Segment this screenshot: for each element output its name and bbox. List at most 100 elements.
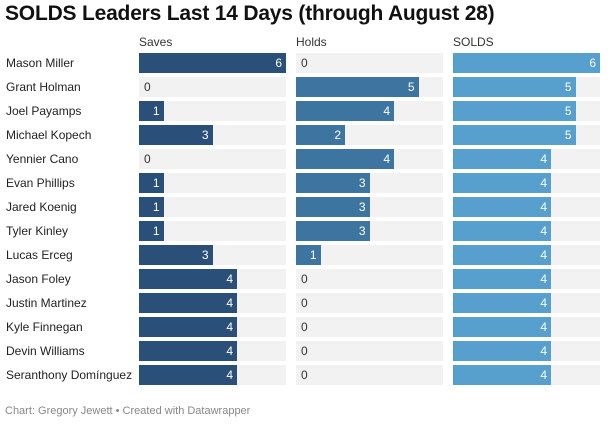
bar-solds <box>453 125 576 145</box>
value-label: 4 <box>226 296 233 310</box>
bar-track: 1 <box>139 221 286 241</box>
bar-holds <box>296 197 370 217</box>
player-name: Seranthony Domínguez <box>6 368 133 382</box>
bar-track: 0 <box>296 341 443 361</box>
value-label: 4 <box>226 344 233 358</box>
value-label: 4 <box>540 296 547 310</box>
bar-saves <box>139 245 213 265</box>
bar-track: 3 <box>296 197 443 217</box>
bar-solds <box>453 365 551 385</box>
bar-track: 4 <box>453 365 600 385</box>
bar-holds <box>296 245 321 265</box>
bar-track: 4 <box>139 317 286 337</box>
value-label: 0 <box>301 56 308 70</box>
chart-footer: Chart: Gregory Jewett • Created with Dat… <box>5 405 251 417</box>
player-name: Evan Phillips <box>6 176 75 190</box>
player-name: Justin Martinez <box>6 296 87 310</box>
player-name: Mason Miller <box>6 56 75 70</box>
bar-saves <box>139 221 164 241</box>
player-name: Michael Kopech <box>6 128 92 142</box>
value-label: 0 <box>301 344 308 358</box>
bar-track: 3 <box>296 173 443 193</box>
table-row: Jared Koenig 1 3 4 <box>0 197 611 217</box>
bar-solds <box>453 317 551 337</box>
column-header-solds: SOLDS <box>453 35 494 49</box>
bar-solds <box>453 341 551 361</box>
value-label: 4 <box>383 104 390 118</box>
bar-track: 5 <box>296 77 443 97</box>
bar-holds <box>296 173 370 193</box>
value-label: 1 <box>309 248 317 262</box>
bar-track: 1 <box>139 101 286 121</box>
value-label: 4 <box>540 368 547 382</box>
table-row: Jason Foley 4 0 4 <box>0 269 611 289</box>
table-row: Evan Phillips 1 3 4 <box>0 173 611 193</box>
value-label: 4 <box>540 320 547 334</box>
bar-solds <box>453 245 551 265</box>
value-label: 4 <box>540 344 547 358</box>
player-name: Joel Payamps <box>6 104 82 118</box>
bar-holds <box>296 101 394 121</box>
bar-saves <box>139 125 213 145</box>
value-label: 3 <box>201 128 209 142</box>
bar-track: 2 <box>296 125 443 145</box>
bar-solds <box>453 77 576 97</box>
bar-holds <box>296 149 394 169</box>
bar-solds <box>453 173 551 193</box>
table-row: Tyler Kinley 1 3 4 <box>0 221 611 241</box>
bar-solds <box>453 149 551 169</box>
value-label: 1 <box>152 176 160 190</box>
value-label: 4 <box>226 272 233 286</box>
bar-solds <box>453 221 551 241</box>
table-row: Michael Kopech 3 2 5 <box>0 125 611 145</box>
player-name: Devin Williams <box>6 344 85 358</box>
bar-solds <box>453 53 600 73</box>
value-label: 6 <box>589 56 596 70</box>
value-label: 6 <box>275 56 282 70</box>
value-label: 0 <box>144 80 151 94</box>
value-label: 0 <box>144 152 151 166</box>
player-name: Grant Holman <box>6 80 81 94</box>
player-name: Jason Foley <box>6 272 71 286</box>
bar-track: 0 <box>139 149 286 169</box>
bar-track: 6 <box>139 53 286 73</box>
value-label: 3 <box>201 248 209 262</box>
table-row: Joel Payamps 1 4 5 <box>0 101 611 121</box>
bar-track: 6 <box>453 53 600 73</box>
bar-track: 0 <box>296 269 443 289</box>
bar-track: 4 <box>139 365 286 385</box>
value-label: 5 <box>564 80 572 94</box>
value-label: 4 <box>383 152 390 166</box>
player-name: Yennier Cano <box>6 152 79 166</box>
bar-track: 0 <box>139 77 286 97</box>
bar-track: 3 <box>139 125 286 145</box>
value-label: 4 <box>540 200 547 214</box>
value-label: 5 <box>407 80 415 94</box>
bar-track: 4 <box>453 341 600 361</box>
bar-track: 4 <box>453 197 600 217</box>
bar-solds <box>453 101 576 121</box>
bar-saves <box>139 53 286 73</box>
value-label: 4 <box>540 272 547 286</box>
column-header-saves: Saves <box>139 35 173 49</box>
bar-track: 3 <box>139 245 286 265</box>
table-row: Justin Martinez 4 0 4 <box>0 293 611 313</box>
bar-solds <box>453 293 551 313</box>
bar-holds <box>296 221 370 241</box>
player-name: Jared Koenig <box>6 200 77 214</box>
value-label: 1 <box>152 104 160 118</box>
value-label: 4 <box>226 368 233 382</box>
value-label: 2 <box>334 128 341 142</box>
value-label: 1 <box>152 200 160 214</box>
value-label: 0 <box>301 272 308 286</box>
bar-track: 3 <box>296 221 443 241</box>
table-row: Lucas Erceg 3 1 4 <box>0 245 611 265</box>
bar-track: 0 <box>296 53 443 73</box>
bar-track: 1 <box>296 245 443 265</box>
value-label: 1 <box>152 224 160 238</box>
player-name: Lucas Erceg <box>6 248 73 262</box>
value-label: 0 <box>301 320 308 334</box>
value-label: 4 <box>540 176 547 190</box>
bar-track: 0 <box>296 365 443 385</box>
bar-saves <box>139 317 237 337</box>
